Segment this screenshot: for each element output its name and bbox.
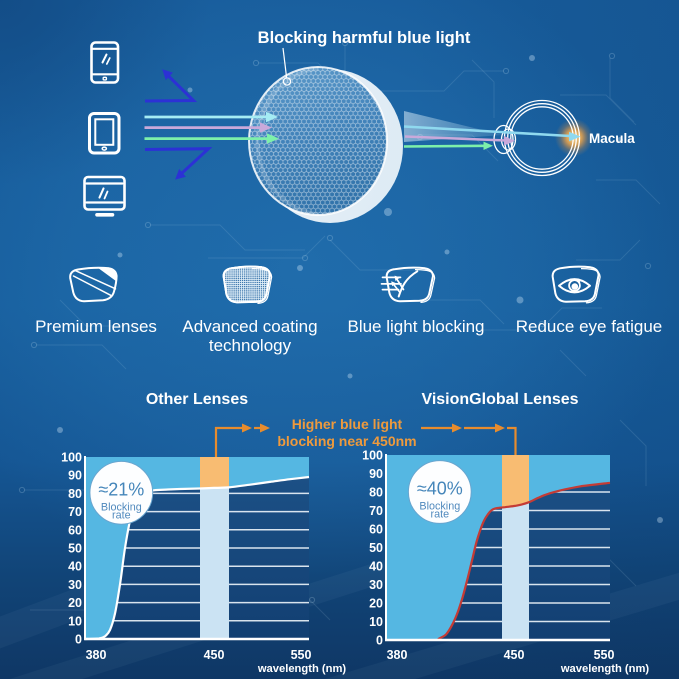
svg-text:50: 50	[68, 542, 82, 556]
svg-text:10: 10	[369, 615, 383, 629]
svg-text:80: 80	[369, 486, 383, 500]
svg-text:0: 0	[75, 633, 82, 647]
svg-text:Blue light blocking: Blue light blocking	[347, 317, 484, 336]
svg-text:Advanced coating: Advanced coating	[182, 317, 317, 336]
svg-text:550: 550	[291, 648, 312, 662]
svg-text:90: 90	[68, 469, 82, 483]
svg-text:40: 40	[68, 560, 82, 574]
svg-text:450: 450	[204, 648, 225, 662]
svg-text:30: 30	[68, 578, 82, 592]
svg-text:450: 450	[504, 648, 525, 662]
svg-text:Higher blue light: Higher blue light	[292, 416, 403, 432]
svg-text:20: 20	[369, 597, 383, 611]
svg-text:60: 60	[68, 523, 82, 537]
svg-text:wavelength (nm): wavelength (nm)	[560, 663, 650, 675]
svg-text:rate: rate	[112, 509, 131, 521]
svg-text:380: 380	[86, 648, 107, 662]
svg-text:70: 70	[369, 504, 383, 518]
svg-text:wavelength (nm): wavelength (nm)	[257, 663, 347, 675]
svg-text:Blocking harmful blue light: Blocking harmful blue light	[258, 29, 471, 47]
svg-text:70: 70	[68, 505, 82, 519]
svg-text:Blocking: Blocking	[101, 501, 142, 513]
svg-text:Reduce eye fatigue: Reduce eye fatigue	[516, 317, 663, 336]
svg-text:60: 60	[369, 523, 383, 537]
svg-text:100: 100	[362, 449, 383, 463]
svg-text:30: 30	[369, 578, 383, 592]
svg-text:Macula: Macula	[589, 131, 635, 146]
svg-text:10: 10	[68, 614, 82, 628]
svg-text:0: 0	[376, 634, 383, 648]
svg-text:20: 20	[68, 596, 82, 610]
svg-text:380: 380	[387, 648, 408, 662]
svg-text:80: 80	[68, 487, 82, 501]
svg-text:100: 100	[61, 451, 82, 465]
svg-text:technology: technology	[209, 336, 292, 355]
svg-text:40: 40	[369, 560, 383, 574]
svg-text:Other Lenses: Other Lenses	[146, 391, 248, 408]
svg-text:VisionGlobal Lenses: VisionGlobal Lenses	[421, 391, 578, 408]
svg-text:Premium lenses: Premium lenses	[35, 317, 157, 336]
svg-text:90: 90	[369, 467, 383, 481]
svg-text:550: 550	[594, 648, 615, 662]
svg-text:50: 50	[369, 541, 383, 555]
svg-text:≈40%: ≈40%	[417, 479, 463, 499]
svg-text:rate: rate	[430, 509, 449, 521]
svg-text:Blocking: Blocking	[419, 501, 460, 513]
svg-text:≈21%: ≈21%	[98, 479, 144, 499]
svg-text:blocking near 450nm: blocking near 450nm	[277, 433, 416, 449]
